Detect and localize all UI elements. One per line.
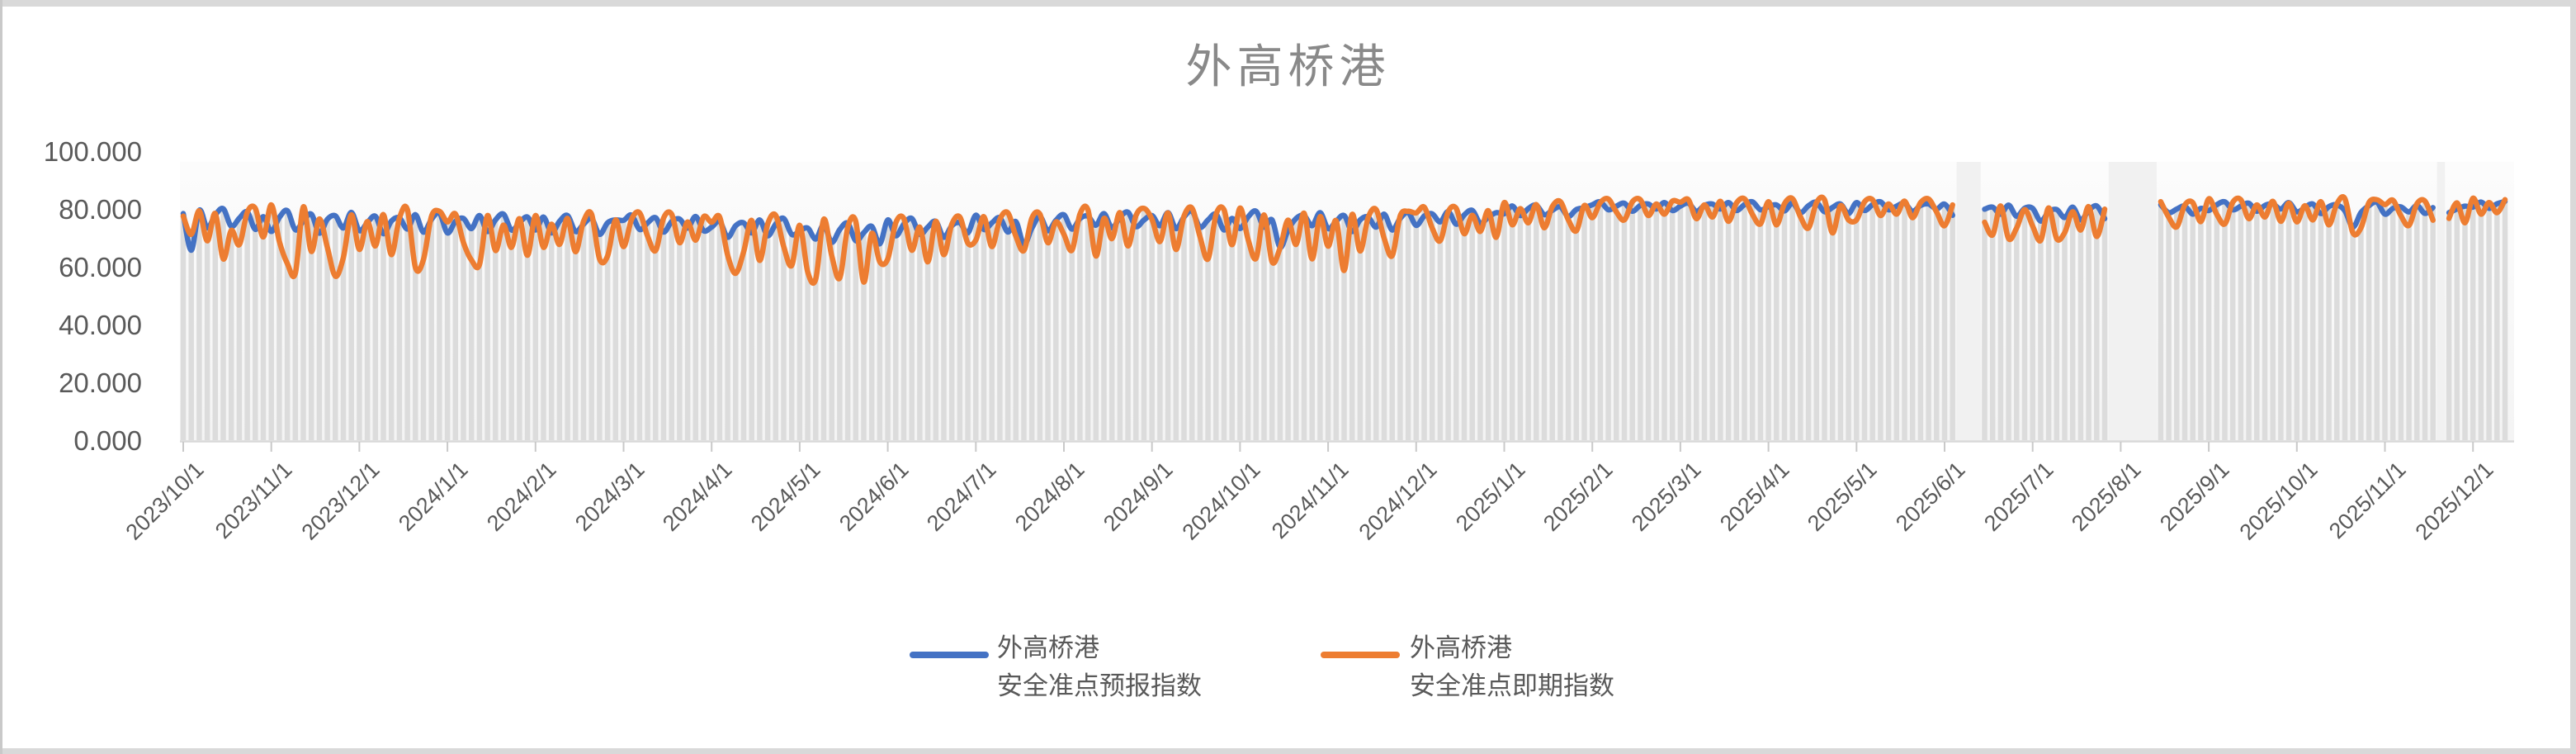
drop-lines bbox=[180, 200, 2508, 440]
chart-title[interactable]: 外高桥港 bbox=[1185, 40, 1391, 92]
forecast-line-swatch-icon bbox=[910, 652, 989, 658]
y-axis-tick-label: 0.000 bbox=[73, 425, 142, 456]
y-axis-tick-label: 80.000 bbox=[59, 194, 142, 225]
y-axis-tick-label: 60.000 bbox=[59, 252, 142, 282]
y-axis-tick-label: 100.000 bbox=[43, 136, 142, 167]
x-axis-line bbox=[180, 440, 2514, 452]
series-spot-line[interactable] bbox=[180, 193, 2508, 287]
spot-line-swatch-icon bbox=[1321, 652, 1400, 658]
y-axis-tick-label: 40.000 bbox=[59, 310, 142, 340]
data-gap bbox=[2437, 162, 2446, 440]
data-gaps bbox=[1956, 162, 2446, 440]
data-gap bbox=[1956, 162, 1981, 440]
y-axis-tick-label: 20.000 bbox=[59, 368, 142, 398]
legend[interactable]: 外高桥港 安全准点预报指数 外高桥港 安全准点即期指数 bbox=[0, 629, 2576, 737]
legend-label-forecast: 外高桥港 安全准点预报指数 bbox=[997, 633, 1202, 700]
data-gap bbox=[2108, 162, 2157, 440]
legend-label-spot: 外高桥港 安全准点即期指数 bbox=[1410, 633, 1614, 700]
left-edge-strip bbox=[0, 0, 2, 754]
